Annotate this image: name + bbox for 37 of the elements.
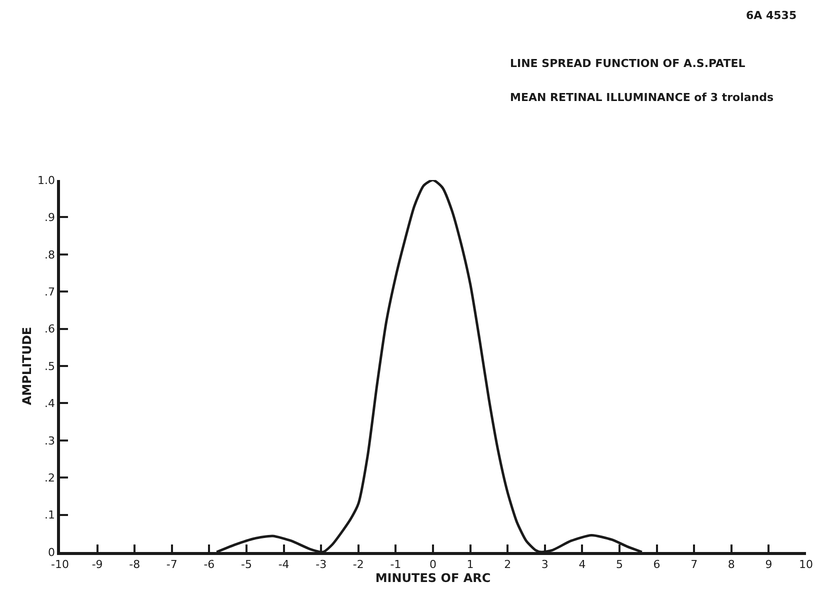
x-tick-label: 2: [504, 558, 512, 571]
x-tick-label: 0: [430, 558, 436, 571]
x-axis-title: MINUTES OF ARC: [375, 570, 491, 585]
x-tick-label: 1: [466, 558, 474, 571]
x-tick-label: -4: [278, 558, 290, 571]
y-tick-label: 0: [48, 546, 56, 559]
x-tick-label: 8: [728, 558, 735, 571]
x-tick-label: 6: [653, 558, 660, 571]
x-tick-label: 10: [799, 558, 813, 571]
x-tick-label: 4: [578, 558, 586, 571]
y-tick-label: .4: [44, 397, 56, 410]
x-tick-label: -6: [204, 558, 215, 571]
x-tick-label: 5: [616, 558, 623, 571]
y-tick-label: .9: [44, 211, 56, 224]
x-tick-label: -3: [316, 558, 327, 571]
y-tick-label: .5: [44, 360, 56, 373]
x-tick-label: -5: [241, 558, 252, 571]
chart-subtitle: MEAN RETINAL ILLUMINANCE of 3 trolands: [510, 91, 774, 104]
x-tick-label: 7: [690, 558, 698, 571]
y-tick-label: .8: [44, 248, 56, 262]
x-tick-label: -2: [352, 558, 364, 571]
y-tick-label: .6: [44, 322, 56, 336]
y-tick-label: 1.0: [38, 174, 56, 187]
x-tick-label: -9: [92, 558, 103, 571]
chart-title: LINE SPREAD FUNCTION OF A.S.PATEL: [510, 57, 746, 70]
y-tick-label: .7: [44, 285, 56, 298]
x-tick-label: -8: [129, 558, 140, 571]
text: 6A 4535: [746, 9, 797, 22]
x-tick-label: -10: [51, 558, 69, 571]
x-tick-label: -1: [390, 558, 402, 571]
x-tick-label: -7: [166, 558, 178, 571]
y-tick-label: .3: [44, 434, 56, 448]
y-tick-label: .2: [44, 471, 56, 484]
y-axis-title: AMPLITUDE: [20, 326, 34, 406]
x-tick-label: 3: [541, 558, 548, 571]
x-tick-label: 9: [765, 558, 772, 571]
y-tick-label: .1: [44, 508, 56, 522]
